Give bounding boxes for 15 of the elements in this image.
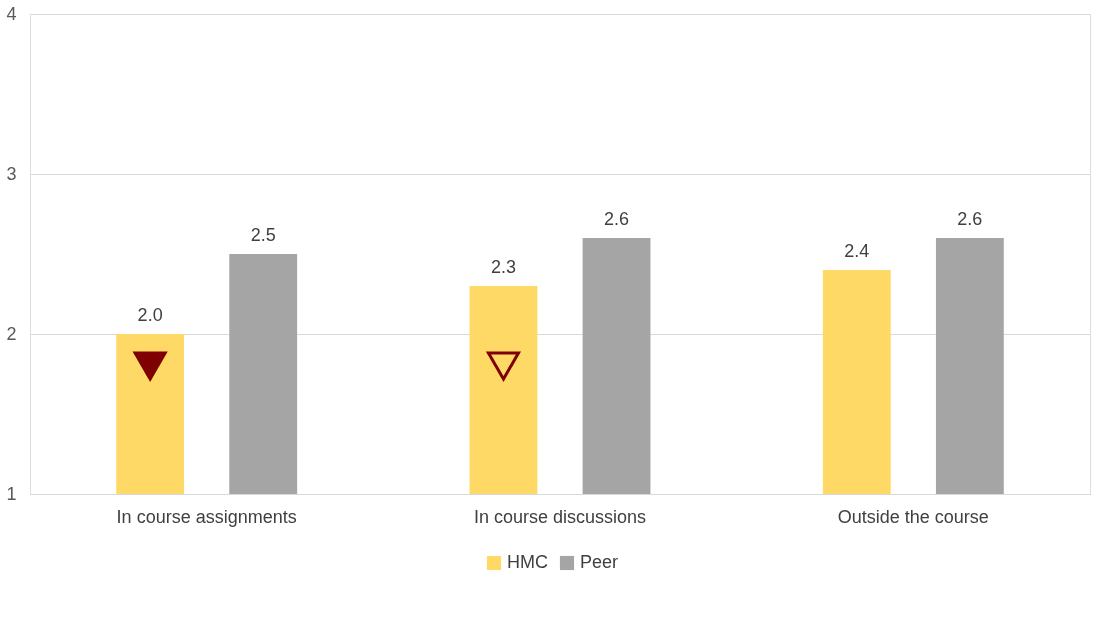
x-tick-label: Outside the course bbox=[837, 506, 989, 527]
x-tick-label: In course discussions bbox=[473, 506, 647, 527]
y-tick-label: 4 bbox=[6, 3, 17, 24]
data-label: 2.4 bbox=[844, 241, 870, 261]
data-label: 2.6 bbox=[957, 209, 983, 229]
y-tick-label: 1 bbox=[6, 483, 17, 504]
data-label: 2.5 bbox=[250, 225, 276, 245]
legend-label: Peer bbox=[580, 552, 619, 572]
data-label: 2.6 bbox=[604, 209, 630, 229]
data-label: 2.3 bbox=[490, 257, 516, 277]
data-label: 2.0 bbox=[137, 305, 163, 325]
legend-label: HMC bbox=[507, 552, 548, 572]
y-tick-label: 3 bbox=[6, 163, 17, 184]
y-tick-label: 2 bbox=[6, 323, 17, 344]
x-tick-label: In course assignments bbox=[116, 506, 297, 527]
